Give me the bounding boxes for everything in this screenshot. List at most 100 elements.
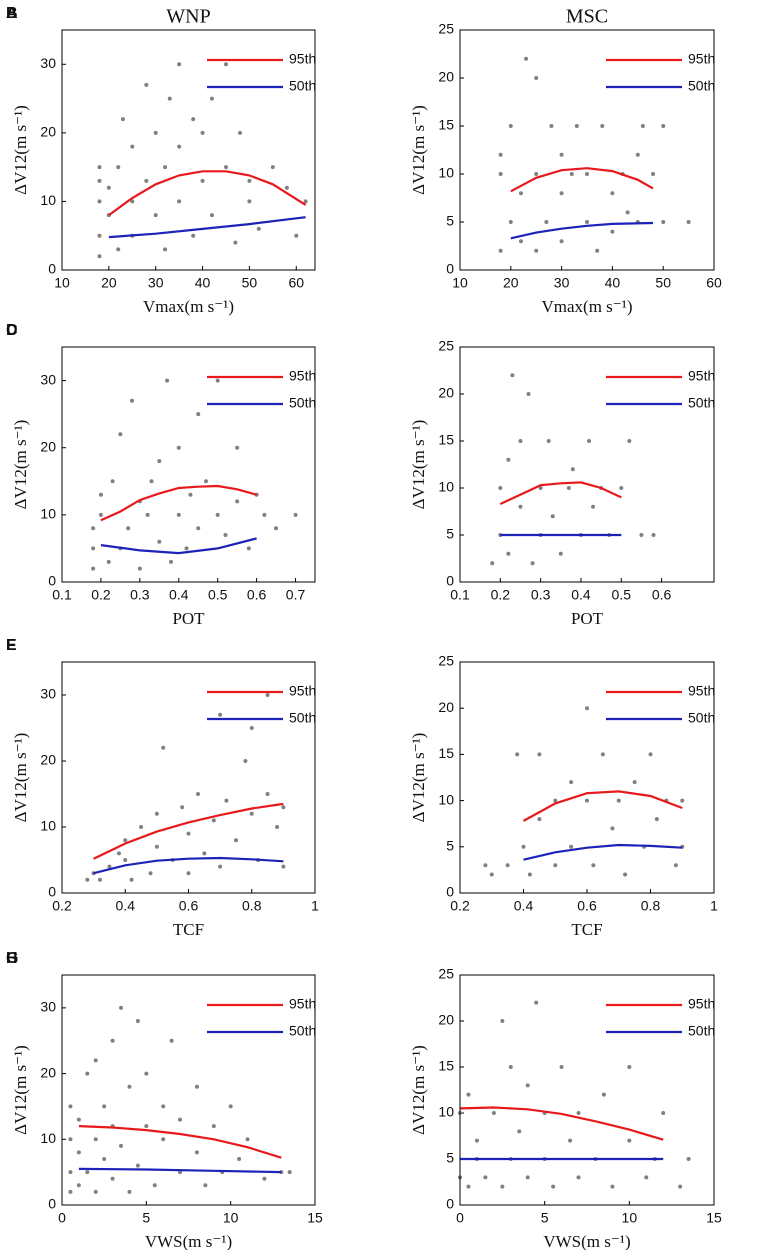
scatter-point [97, 233, 102, 238]
panel: D 0.1 0.2 0.3 0.4 0.5 0.6 0 5 10 15 20 25 POT ΔV12(m s… [6, 322, 715, 628]
panel-title: MSC [566, 6, 608, 28]
scatter-point [635, 152, 640, 157]
scatter-point [196, 526, 201, 531]
legend-label: 95th [688, 996, 715, 1012]
scatter-point [148, 871, 153, 876]
scatter-point [566, 486, 571, 490]
x-tick-label: 0.4 [169, 587, 189, 603]
plot-frame [459, 346, 715, 583]
panel-label: G [6, 950, 18, 967]
scatter-point [211, 818, 216, 823]
panel-label: B [6, 5, 18, 22]
scatter-point [281, 805, 286, 810]
y-tick-label: 15 [438, 432, 454, 448]
panel: B MSC 10 20 30 40 50 60 0 5 10 15 20 25 Vmax(m s⁻¹) ΔV1… [6, 5, 722, 316]
scatter-point [281, 864, 286, 869]
scatter-point [474, 1138, 479, 1143]
scatter-point [576, 1175, 581, 1180]
scatter-point [200, 130, 205, 135]
scatter-point [152, 1183, 157, 1188]
scatter-point [200, 178, 205, 183]
scatter-point [287, 1170, 292, 1175]
scatter-point [97, 199, 102, 204]
plot-frame [61, 661, 316, 894]
x-axis-label: VWS(m s⁻¹) [543, 1232, 630, 1250]
x-tick-label: 0.4 [571, 587, 591, 603]
y-axis-label: ΔV12(m s⁻¹) [11, 733, 30, 823]
scatter-point [648, 752, 653, 757]
scatter-point [97, 165, 102, 170]
y-tick-label: 0 [446, 884, 454, 900]
y-tick-label: 25 [438, 653, 454, 669]
scatter-point [274, 526, 279, 531]
scatter-point [68, 1189, 73, 1194]
x-tick-label: 0.3 [531, 587, 551, 603]
legend-label: 50th [289, 78, 316, 94]
scatter-point [161, 1104, 166, 1109]
x-tick-label: 10 [452, 275, 468, 291]
scatter-point [93, 1058, 98, 1063]
y-tick-label: 5 [446, 1150, 454, 1166]
scatter-point [247, 199, 252, 204]
scatter-point [265, 792, 270, 796]
scatter-point [233, 838, 238, 843]
quantile-line [108, 216, 306, 239]
y-tick-label: 20 [40, 1064, 56, 1080]
panel: H 0 5 10 15 0 5 10 15 20 25 VWS(m s⁻¹) ΔV12(m s⁻¹) 95… [6, 950, 722, 1250]
x-tick-label: 50 [655, 275, 671, 291]
scatter-point [506, 457, 511, 462]
quantile-line [523, 843, 683, 861]
scatter-point [527, 872, 532, 877]
scatter-point [98, 492, 103, 497]
x-tick-label: 60 [706, 275, 722, 291]
scatter-point [116, 247, 121, 252]
scatter-point [235, 499, 240, 504]
scatter-point [515, 752, 520, 757]
scatter-point [106, 185, 111, 190]
x-axis-label: POT [172, 609, 205, 628]
y-axis-label: ΔV12(m s⁻¹) [409, 420, 428, 510]
y-tick-label: 20 [438, 699, 454, 715]
scatter-point [157, 539, 162, 544]
panel-label: A [6, 5, 18, 22]
scatter-point [120, 117, 125, 122]
scatter-point [238, 130, 243, 135]
scatter-point [154, 811, 159, 816]
plot-frame [459, 29, 715, 271]
scatter-point [537, 752, 542, 757]
scatter-point [661, 220, 666, 224]
scatter-point [625, 210, 630, 215]
y-tick-label: 5 [446, 838, 454, 854]
scatter-point [518, 239, 523, 244]
scatter-point [524, 56, 529, 61]
x-tick-label: 50 [242, 275, 258, 291]
scatter-point [574, 124, 579, 128]
scatter-point [144, 178, 149, 183]
y-tick-label: 10 [438, 479, 454, 495]
scatter-point [569, 844, 574, 849]
scatter-point [102, 1104, 107, 1109]
scatter-point [595, 248, 600, 253]
quantile-line [100, 484, 257, 522]
y-tick-label: 10 [438, 1104, 454, 1120]
scatter-point [149, 479, 154, 484]
scatter-point [153, 130, 158, 135]
scatter-point [534, 76, 539, 80]
scatter-point [491, 1111, 496, 1115]
scatter-point [97, 254, 102, 259]
x-tick-label: 0.6 [247, 587, 267, 603]
panel-label: E [6, 637, 17, 654]
scatter-point [553, 798, 558, 803]
scatter-point [549, 124, 554, 128]
x-tick-label: 0.5 [208, 587, 228, 603]
x-axis-label: TCF [571, 920, 602, 939]
scatter-point [178, 1117, 183, 1122]
y-tick-label: 15 [438, 117, 454, 133]
scatter-point [256, 226, 261, 231]
legend-label: 50th [688, 1023, 715, 1039]
y-tick-label: 30 [40, 686, 56, 702]
scatter-point [184, 546, 189, 551]
scatter-point [559, 191, 564, 196]
scatter-point [483, 863, 488, 868]
scatter-point [265, 693, 270, 697]
